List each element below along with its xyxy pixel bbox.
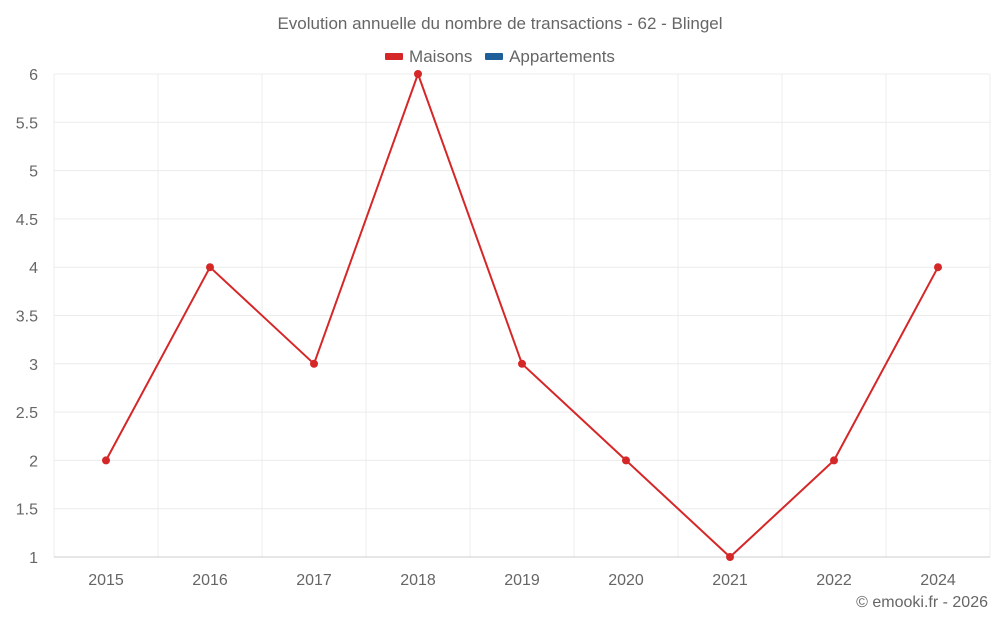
y-tick-labels: 1 1.5 2 2.5 3 3.5 4 4.5 5 5.5 6	[16, 67, 38, 567]
x-tick-label: 2016	[192, 572, 228, 589]
y-tick-label: 5.5	[16, 115, 38, 132]
data-point[interactable]	[206, 263, 214, 272]
data-point[interactable]	[310, 359, 318, 368]
x-tick-labels: 2015 2016 2017 2018 2019 2020 2021 2022 2024	[88, 572, 956, 589]
chart-title: Evolution annuelle du nombre de transact…	[277, 14, 723, 33]
data-point[interactable]	[518, 359, 526, 368]
data-point[interactable]	[414, 70, 422, 78]
data-point[interactable]	[726, 553, 734, 561]
y-tick-label: 2	[29, 453, 38, 470]
data-point[interactable]	[622, 456, 630, 465]
y-tick-label: 3	[29, 357, 38, 374]
legend-swatch-maisons	[385, 53, 404, 60]
x-tick-label: 2015	[88, 572, 124, 589]
y-tick-label: 1.5	[16, 502, 38, 519]
legend: Maisons Appartements	[0, 45, 1000, 67]
grid	[53, 73, 991, 558]
y-tick-label: 3.5	[16, 309, 38, 326]
x-tick-label: 2024	[920, 572, 956, 589]
x-tick-label: 2017	[296, 572, 332, 589]
legend-item-maisons[interactable]: Maisons	[385, 47, 472, 67]
data-point[interactable]	[102, 456, 110, 465]
x-tick-label: 2020	[608, 572, 644, 589]
legend-swatch-appartements	[485, 53, 504, 60]
y-tick-label: 4.5	[16, 212, 38, 229]
legend-item-appartements[interactable]: Appartements	[485, 47, 615, 67]
legend-label-maisons: Maisons	[409, 46, 473, 66]
series-layer	[102, 70, 942, 561]
x-tick-label: 2022	[816, 572, 852, 589]
x-tick-label: 2018	[400, 572, 436, 589]
y-tick-label: 6	[29, 67, 38, 84]
data-point[interactable]	[830, 456, 838, 465]
y-tick-label: 4	[29, 260, 38, 277]
data-point[interactable]	[934, 263, 942, 272]
legend-label-appartements: Appartements	[509, 46, 615, 66]
y-tick-label: 1	[29, 550, 38, 567]
x-tick-label: 2021	[712, 572, 748, 589]
y-tick-label: 2.5	[16, 405, 38, 422]
credit-text: © emooki.fr - 2026	[856, 594, 988, 611]
x-tick-label: 2019	[504, 572, 540, 589]
y-tick-label: 5	[29, 164, 38, 181]
